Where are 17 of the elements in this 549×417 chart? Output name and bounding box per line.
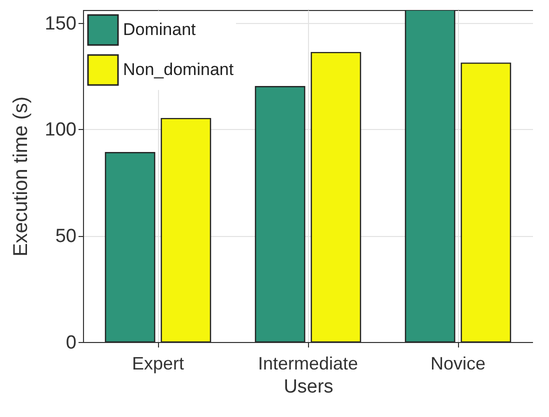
x-tick-label: Novice <box>430 354 486 374</box>
bar <box>254 86 306 342</box>
x-tick-label: Intermediate <box>258 354 358 374</box>
bar <box>404 10 456 342</box>
y-axis-title: Execution time (s) <box>10 96 32 257</box>
y-tick-label: 0 <box>66 332 76 354</box>
x-tick-label: Expert <box>132 354 184 374</box>
x-axis-title: Users <box>284 376 334 398</box>
y-tick-label: 50 <box>55 226 76 248</box>
bar <box>310 52 362 342</box>
y-tick-label: 100 <box>44 120 76 141</box>
bar <box>460 62 512 342</box>
bar <box>104 152 156 342</box>
y-tick-label: 150 <box>44 13 76 34</box>
legend-label: Dominant <box>123 20 196 39</box>
legend-label: Non_dominant <box>123 60 234 79</box>
bar <box>160 118 212 342</box>
